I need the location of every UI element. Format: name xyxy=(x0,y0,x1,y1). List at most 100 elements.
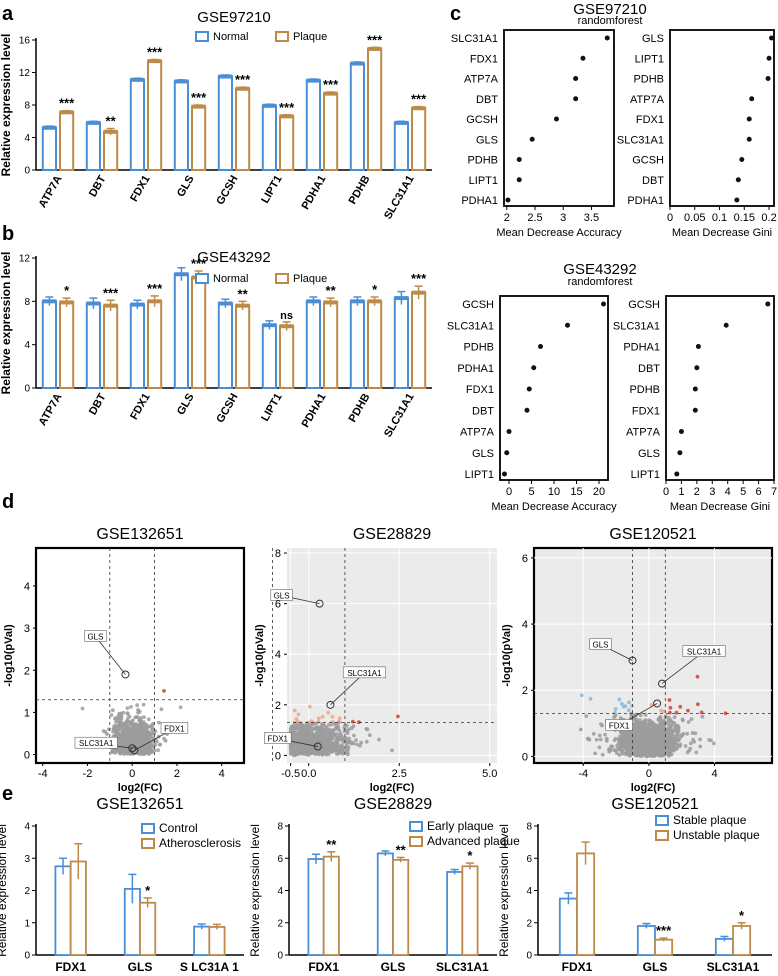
category-label: ATP7A xyxy=(37,391,65,428)
gene-point xyxy=(349,741,354,746)
gene-label: SLC31A1 xyxy=(79,739,114,748)
plot-frame xyxy=(669,29,775,207)
significance-label: *** xyxy=(191,90,207,105)
bar-plaque xyxy=(191,276,207,389)
gene-point xyxy=(142,715,146,719)
panel-label-a: a xyxy=(2,3,14,25)
gene-point xyxy=(358,743,362,748)
gene-point xyxy=(396,714,400,719)
gene-point xyxy=(80,706,85,711)
variable-label: DBT xyxy=(472,405,494,417)
bar-normal xyxy=(173,80,190,171)
gene-point xyxy=(125,739,130,744)
bar-plaque xyxy=(367,300,383,390)
x-axis-label: Mean Decrease Accuracy xyxy=(496,227,622,239)
bar-normal xyxy=(393,297,409,390)
x-tick-label: 2 xyxy=(504,212,510,224)
importance-point xyxy=(524,407,530,413)
gene-point xyxy=(308,735,312,740)
gene-point xyxy=(578,727,583,732)
category-label: PDHA1 xyxy=(300,174,329,212)
x-tick-label: 2.5 xyxy=(392,768,407,780)
gene-point xyxy=(698,737,702,742)
gene-point xyxy=(313,721,318,726)
importance-point xyxy=(766,55,772,61)
highlight-circle xyxy=(128,744,137,753)
gene-point xyxy=(342,729,347,733)
y-axis-label: -log10(pVal) xyxy=(254,624,266,687)
bar-plaque xyxy=(411,107,427,171)
gene-point xyxy=(326,723,331,727)
bar-plaque xyxy=(103,130,119,171)
legend-swatch xyxy=(195,273,209,284)
label-box xyxy=(84,630,107,642)
significance-label: *** xyxy=(411,271,427,286)
gene-point xyxy=(322,734,326,739)
importance-point xyxy=(526,386,532,392)
importance-point xyxy=(765,76,771,81)
variable-label: DBT xyxy=(638,363,660,375)
gene-point xyxy=(295,748,300,753)
bar-normal xyxy=(41,126,57,171)
significance-label: ** xyxy=(238,286,249,301)
gene-point xyxy=(310,722,315,727)
x-tick-label: 3 xyxy=(709,486,715,498)
variable-label: FDX1 xyxy=(470,53,498,65)
gene-point xyxy=(377,737,381,742)
y-tick-label: 8 xyxy=(24,101,30,112)
gene-point xyxy=(149,748,154,752)
gene-point xyxy=(324,745,328,749)
significance-label: *** xyxy=(147,281,163,296)
importance-point xyxy=(674,471,680,477)
gene-point xyxy=(153,743,158,747)
gene-point xyxy=(313,734,318,738)
gene-point xyxy=(359,740,363,745)
x-tick-label: 2 xyxy=(694,486,700,498)
gene-point xyxy=(305,748,310,753)
gene-point xyxy=(694,750,699,755)
category-label: GLS xyxy=(175,174,197,200)
gene-point xyxy=(178,705,183,710)
y-tick-label: 12 xyxy=(19,254,31,265)
gene-point xyxy=(341,751,345,756)
y-tick-label: 4 xyxy=(275,649,281,661)
gene-point xyxy=(119,711,123,716)
gene-point xyxy=(134,732,139,737)
gene-point xyxy=(141,738,146,742)
gene-point xyxy=(685,750,690,755)
gene-point xyxy=(295,733,300,738)
variable-label: GCSH xyxy=(466,114,498,126)
gene-point xyxy=(123,735,128,740)
gene-point xyxy=(308,704,312,709)
gene-point xyxy=(319,729,324,733)
gene-point xyxy=(300,751,305,756)
gene-point xyxy=(126,728,130,733)
y-tick-label: 0 xyxy=(24,750,30,762)
gene-point xyxy=(128,733,133,737)
importance-point xyxy=(692,386,698,392)
variable-label: ATP7A xyxy=(630,94,665,106)
gene-point xyxy=(354,738,358,742)
gene-point xyxy=(678,704,683,709)
gene-point xyxy=(145,731,150,735)
variable-label: DBT xyxy=(476,94,498,106)
gene-label: FDX1 xyxy=(164,724,185,733)
significance-label: * xyxy=(372,282,378,297)
x-tick-label: 5 xyxy=(740,486,746,498)
significance-label: *** xyxy=(191,256,207,271)
bar-normal xyxy=(41,300,57,390)
gene-point xyxy=(339,743,344,747)
x-tick-label: 2.5 xyxy=(527,212,542,224)
significance-label: *** xyxy=(323,77,339,92)
variable-label: LIPT1 xyxy=(469,175,498,187)
significance-label: *** xyxy=(279,100,295,115)
gene-point xyxy=(116,749,121,754)
variable-label: FDX1 xyxy=(632,405,660,417)
x-tick-label: 0 xyxy=(129,768,135,780)
gene-point xyxy=(125,732,130,737)
variable-label: FDX1 xyxy=(636,114,664,126)
chart-title: GSE132651 xyxy=(96,526,183,543)
dot-plot-c1b: GLSLIPT1PDHBATP7AFDX1SLC31A1GCSHDBTPDHA1… xyxy=(617,29,777,239)
gene-point xyxy=(584,714,589,718)
